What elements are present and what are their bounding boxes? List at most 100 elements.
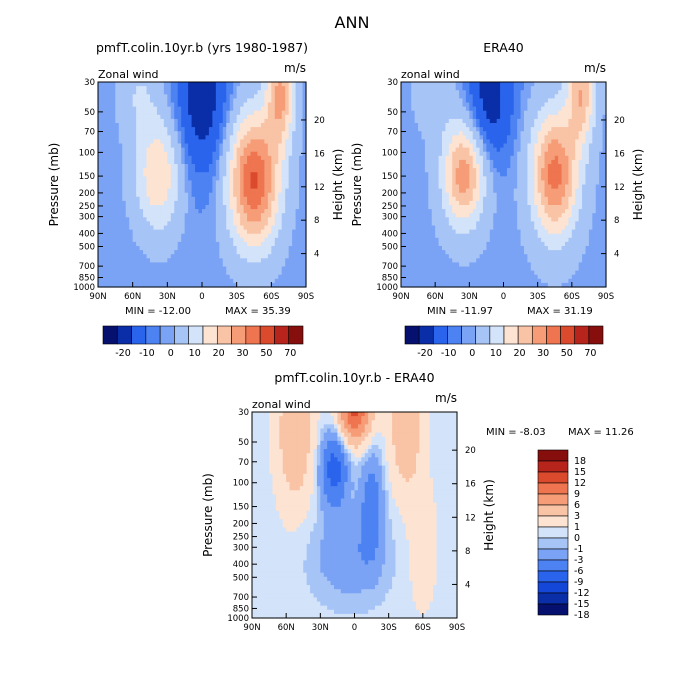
field-cell — [247, 143, 252, 149]
field-cell — [414, 82, 419, 87]
field-cell — [195, 196, 200, 202]
field-cell — [202, 209, 207, 214]
field-cell — [438, 282, 443, 288]
field-cell — [122, 98, 127, 104]
field-cell — [118, 274, 123, 280]
field-cell — [455, 266, 460, 272]
field-cell — [202, 254, 207, 259]
field-cell — [163, 250, 168, 255]
field-cell — [198, 196, 203, 202]
field-cell — [465, 274, 470, 280]
field-cell — [278, 241, 283, 247]
field-cell — [250, 118, 255, 124]
field-cell — [465, 205, 470, 210]
field-cell — [205, 209, 210, 214]
field-cell — [226, 86, 231, 91]
field-cell — [459, 274, 464, 280]
field-cell — [153, 82, 158, 87]
field-cell — [267, 200, 272, 206]
field-cell — [411, 143, 416, 149]
field-cell — [163, 143, 168, 149]
field-cell — [174, 262, 179, 268]
field-cell — [424, 188, 429, 194]
field-cell — [260, 90, 265, 95]
field-cell — [125, 172, 130, 177]
field-cell — [219, 233, 224, 239]
field-cell — [401, 180, 406, 186]
field-cell — [115, 200, 120, 206]
field-cell — [476, 213, 481, 218]
field-cell — [101, 164, 106, 169]
field-cell — [174, 192, 179, 198]
field-cell — [222, 118, 227, 124]
field-cell — [226, 168, 231, 173]
field-cell — [401, 114, 406, 120]
field-cell — [260, 102, 265, 108]
field-cell — [513, 209, 518, 214]
field-cell — [257, 147, 262, 153]
field-cell — [240, 90, 245, 95]
field-cell — [445, 237, 450, 243]
field-cell — [243, 188, 248, 194]
field-cell — [167, 278, 172, 284]
field-cell — [191, 106, 196, 112]
field-cell — [472, 98, 477, 104]
field-cell — [143, 114, 148, 120]
field-cell — [517, 213, 522, 218]
field-cell — [414, 258, 419, 263]
field-cell — [411, 270, 416, 276]
field-cell — [401, 217, 406, 222]
field-cell — [195, 200, 200, 206]
field-cell — [143, 139, 148, 145]
field-cell — [401, 262, 406, 268]
field-cell — [414, 159, 419, 165]
field-cell — [264, 213, 269, 218]
field-cell — [472, 188, 477, 194]
field-cell — [198, 90, 203, 95]
field-cell — [428, 192, 433, 198]
field-cell — [108, 237, 113, 243]
field-cell — [503, 184, 508, 190]
field-cell — [524, 86, 529, 91]
field-cell — [115, 147, 120, 153]
field-cell — [108, 266, 113, 272]
field-cell — [222, 184, 227, 190]
field-cell — [215, 246, 220, 251]
field-cell — [510, 123, 515, 128]
field-cell — [174, 155, 179, 161]
field-cell — [524, 233, 529, 239]
field-cell — [278, 262, 283, 268]
field-cell — [292, 159, 297, 165]
field-cell — [115, 274, 120, 280]
field-cell — [476, 180, 481, 186]
field-cell — [250, 151, 255, 157]
colorbar-level-label: -10 — [139, 348, 155, 359]
field-cell — [435, 159, 440, 165]
field-cell — [295, 233, 300, 239]
field-cell — [271, 225, 276, 231]
field-cell — [181, 94, 186, 99]
field-cell — [469, 282, 474, 288]
field-cell — [421, 118, 426, 124]
field-cell — [111, 229, 116, 235]
field-cell — [229, 164, 234, 169]
field-cell — [428, 127, 433, 132]
field-cell — [247, 102, 252, 108]
field-cell — [431, 106, 436, 112]
field-cell — [483, 90, 488, 95]
field-cell — [236, 143, 241, 149]
field-cell — [513, 118, 518, 124]
field-cell — [506, 159, 511, 165]
field-cell — [479, 180, 484, 186]
field-cell — [513, 200, 518, 206]
field-cell — [302, 180, 307, 186]
field-cell — [524, 184, 529, 190]
field-cell — [222, 123, 227, 128]
field-cell — [292, 147, 297, 153]
field-cell — [104, 213, 109, 218]
field-cell — [184, 205, 189, 210]
field-cell — [146, 106, 151, 112]
field-cell — [167, 205, 172, 210]
field-cell — [421, 266, 426, 272]
field-cell — [222, 205, 227, 210]
